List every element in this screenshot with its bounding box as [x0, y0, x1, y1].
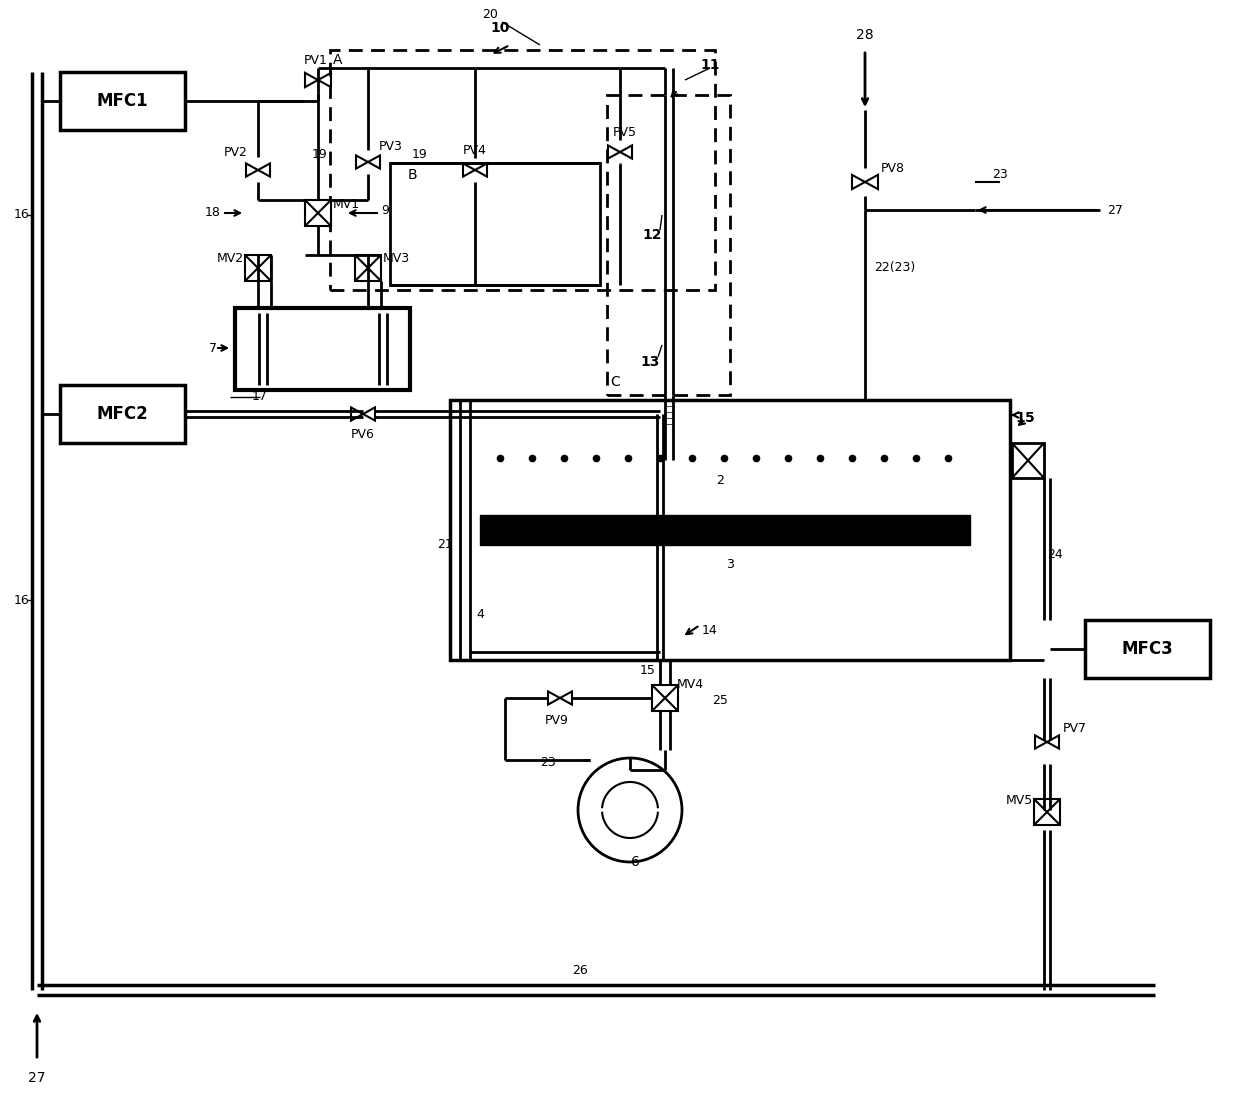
Text: 19: 19 [412, 149, 428, 161]
Polygon shape [463, 163, 475, 176]
Text: 5: 5 [1025, 411, 1035, 425]
Polygon shape [363, 407, 374, 420]
Text: 27: 27 [29, 1071, 46, 1085]
Text: PV6: PV6 [351, 428, 374, 441]
Polygon shape [258, 163, 270, 176]
Polygon shape [866, 175, 878, 189]
Text: 15: 15 [640, 664, 656, 676]
Text: 1: 1 [1016, 411, 1025, 425]
Text: 23: 23 [992, 169, 1008, 182]
Polygon shape [351, 407, 363, 420]
Polygon shape [305, 73, 317, 87]
Text: MV1: MV1 [332, 199, 360, 212]
Text: PV2: PV2 [224, 147, 248, 160]
Text: PV9: PV9 [546, 714, 569, 727]
Bar [60, 72, 185, 130]
Bar [1034, 799, 1060, 825]
Text: 17: 17 [252, 390, 268, 404]
Text: 9: 9 [381, 203, 389, 216]
Text: PV1: PV1 [304, 54, 327, 66]
Polygon shape [620, 146, 632, 159]
Text: 23: 23 [541, 756, 556, 769]
Bar [480, 515, 970, 545]
Polygon shape [560, 692, 572, 705]
Text: PV8: PV8 [880, 161, 905, 174]
Text: 14: 14 [702, 623, 718, 636]
Bar [246, 255, 272, 281]
Polygon shape [852, 175, 866, 189]
Text: 28: 28 [856, 28, 874, 42]
Bar [236, 308, 410, 390]
Text: 12: 12 [642, 228, 662, 242]
Bar [391, 163, 600, 285]
Text: 11: 11 [701, 58, 719, 72]
Text: MV5: MV5 [1006, 793, 1033, 806]
Text: C: C [610, 375, 620, 389]
Text: 18: 18 [205, 206, 221, 219]
Bar [608, 95, 730, 395]
Text: MV3: MV3 [382, 251, 409, 265]
Text: PV7: PV7 [1063, 721, 1087, 735]
Polygon shape [1035, 736, 1047, 749]
Text: PV5: PV5 [613, 126, 637, 139]
Text: 7: 7 [210, 342, 217, 354]
Text: 26: 26 [572, 964, 588, 976]
Text: MFC3: MFC3 [1122, 640, 1173, 658]
Polygon shape [548, 692, 560, 705]
Text: PV3: PV3 [379, 140, 403, 153]
Text: 16: 16 [14, 208, 30, 222]
Bar [355, 255, 381, 281]
Text: MV4: MV4 [677, 678, 703, 692]
Text: 13: 13 [640, 355, 660, 370]
Text: 3: 3 [727, 558, 734, 571]
Polygon shape [608, 146, 620, 159]
Text: 19: 19 [312, 149, 327, 161]
Text: 24: 24 [1047, 548, 1063, 561]
Text: 16: 16 [14, 593, 30, 607]
Text: 6: 6 [631, 855, 640, 869]
Text: 25: 25 [712, 694, 728, 707]
Text: A: A [334, 53, 342, 67]
Bar [450, 400, 1011, 660]
Bar [305, 200, 331, 226]
Polygon shape [475, 163, 487, 176]
Polygon shape [246, 163, 258, 176]
Polygon shape [368, 156, 379, 169]
Text: 22(23): 22(23) [874, 261, 915, 275]
Bar [1085, 620, 1210, 678]
Bar [1012, 443, 1044, 478]
Bar [60, 385, 185, 443]
Text: 2: 2 [715, 473, 724, 486]
Circle shape [578, 758, 682, 863]
Polygon shape [356, 156, 368, 169]
Bar [330, 50, 715, 290]
Polygon shape [1047, 736, 1059, 749]
Bar [652, 685, 678, 711]
Text: 10: 10 [490, 21, 510, 35]
Text: MFC2: MFC2 [97, 405, 149, 422]
Text: PV4: PV4 [463, 143, 487, 157]
Polygon shape [317, 73, 331, 87]
Text: MFC1: MFC1 [97, 92, 149, 110]
Text: 21: 21 [438, 538, 453, 552]
Text: MV2: MV2 [217, 251, 243, 265]
Text: 4: 4 [476, 609, 484, 621]
Text: 20: 20 [482, 9, 498, 21]
Text: 27: 27 [1107, 203, 1123, 216]
Text: B: B [407, 168, 417, 182]
